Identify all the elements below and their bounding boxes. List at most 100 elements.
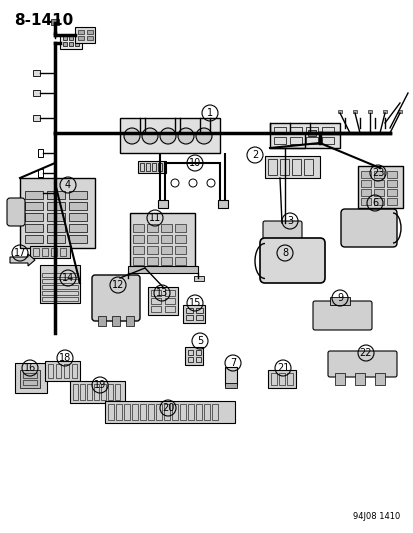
Bar xyxy=(33,248,39,256)
Bar xyxy=(112,316,120,326)
Text: 11: 11 xyxy=(149,213,161,223)
Bar xyxy=(25,213,43,221)
Bar xyxy=(48,364,53,378)
Bar xyxy=(146,163,150,171)
Circle shape xyxy=(195,128,211,144)
Bar xyxy=(147,246,158,254)
Text: 8-1410: 8-1410 xyxy=(14,13,73,28)
Text: 19: 19 xyxy=(94,380,106,390)
Bar xyxy=(175,257,185,265)
Bar xyxy=(161,235,171,243)
Bar xyxy=(188,350,192,355)
Bar xyxy=(374,373,384,385)
Bar xyxy=(42,291,78,295)
FancyBboxPatch shape xyxy=(262,221,301,240)
Bar xyxy=(80,384,85,400)
Bar xyxy=(218,200,228,208)
Bar xyxy=(42,285,78,289)
Text: 15: 15 xyxy=(188,298,201,308)
Bar xyxy=(56,364,61,378)
Bar xyxy=(267,370,295,388)
Text: 7: 7 xyxy=(229,358,235,368)
Bar xyxy=(20,370,40,388)
Bar xyxy=(73,384,78,400)
Bar xyxy=(126,316,134,326)
Bar xyxy=(69,224,87,232)
Bar xyxy=(305,137,317,144)
Bar xyxy=(291,159,300,175)
Bar xyxy=(161,246,171,254)
Bar xyxy=(69,202,87,210)
Bar xyxy=(175,224,185,232)
Bar xyxy=(20,178,95,248)
Bar xyxy=(87,36,93,40)
FancyBboxPatch shape xyxy=(327,351,396,377)
Bar xyxy=(158,163,161,171)
Text: 94J08 1410: 94J08 1410 xyxy=(352,512,399,521)
Bar xyxy=(397,110,401,113)
Bar xyxy=(101,384,106,400)
Text: 5: 5 xyxy=(197,336,203,346)
Bar xyxy=(72,364,77,378)
Bar xyxy=(386,198,396,205)
Bar xyxy=(42,273,78,277)
Bar xyxy=(51,19,59,25)
Bar xyxy=(224,383,236,388)
Bar xyxy=(360,180,370,187)
Bar xyxy=(307,130,315,136)
Bar xyxy=(69,191,87,199)
Bar xyxy=(175,235,185,243)
Bar xyxy=(334,373,344,385)
Bar xyxy=(147,404,154,420)
Bar xyxy=(158,200,168,208)
Bar xyxy=(195,308,202,313)
Bar xyxy=(183,305,204,323)
Bar xyxy=(360,189,370,196)
Bar xyxy=(185,308,192,313)
Bar xyxy=(279,159,288,175)
Text: 22: 22 xyxy=(359,348,371,358)
Bar xyxy=(147,235,158,243)
Bar xyxy=(367,110,371,113)
Bar xyxy=(195,350,201,355)
Bar xyxy=(25,202,43,210)
Bar xyxy=(87,30,93,34)
Bar xyxy=(69,42,73,46)
Text: 14: 14 xyxy=(62,273,74,283)
Bar xyxy=(133,246,144,254)
Bar xyxy=(195,315,202,320)
Polygon shape xyxy=(10,254,35,266)
Bar xyxy=(64,364,69,378)
Bar xyxy=(40,265,80,303)
Text: 16: 16 xyxy=(24,363,36,373)
Bar xyxy=(165,290,175,296)
Bar xyxy=(122,276,132,281)
Bar xyxy=(321,127,333,134)
Text: 3: 3 xyxy=(286,216,292,226)
Bar xyxy=(78,30,84,34)
Bar xyxy=(33,70,40,76)
Bar xyxy=(133,257,144,265)
Bar xyxy=(33,90,40,96)
FancyBboxPatch shape xyxy=(7,198,25,226)
Bar xyxy=(60,35,82,49)
Bar xyxy=(51,248,57,256)
Circle shape xyxy=(178,128,194,144)
Bar xyxy=(147,257,158,265)
FancyBboxPatch shape xyxy=(312,301,371,330)
Bar xyxy=(289,137,301,144)
Bar xyxy=(194,276,204,281)
Bar xyxy=(161,257,171,265)
Bar xyxy=(273,137,285,144)
Text: 17: 17 xyxy=(14,248,26,258)
FancyBboxPatch shape xyxy=(340,209,396,247)
Text: 6: 6 xyxy=(371,198,377,208)
Bar xyxy=(138,161,166,173)
Bar xyxy=(38,169,43,177)
Text: 23: 23 xyxy=(371,168,383,178)
Bar xyxy=(75,42,79,46)
Bar xyxy=(264,156,319,178)
Bar xyxy=(78,36,84,40)
Bar xyxy=(329,297,349,305)
Bar xyxy=(165,306,175,312)
